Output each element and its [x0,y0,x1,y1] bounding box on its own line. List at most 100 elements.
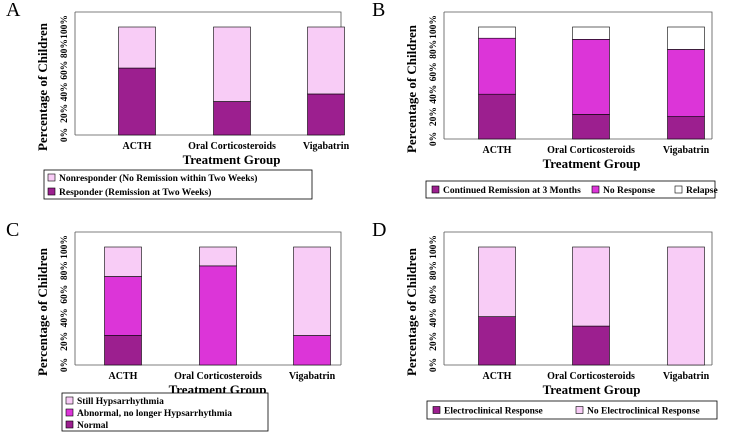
legend-swatch [431,185,440,194]
y-tick-label: 40% [429,85,439,104]
y-tick-label: 100% [60,15,70,39]
legend-swatch [674,185,683,194]
x-tick-label: Oral Corticosteroids [547,371,635,382]
y-axis-label: Percentage of Children [404,247,419,376]
bar-segment [667,246,705,366]
x-tick-label: Oral Corticosteroids [188,141,276,152]
legend-item: Electroclinical Response [432,406,543,417]
bar-segment [104,276,142,336]
x-tick-label: ACTH [483,371,512,382]
bar-segment [478,93,516,140]
legend-label: No Electroclinical Response [587,407,700,417]
legend-label: Relapse [686,186,718,196]
legend-label: Still Hypsarrhythmia [77,397,164,407]
y-tick-label: 100% [429,235,439,259]
legend-swatch [47,173,56,182]
plot-frame [75,231,342,365]
y-tick-label: 60% [429,62,439,81]
plot-frame [75,11,342,135]
legend: Continued Remission at 3 Months No Respon… [425,180,718,199]
x-tick-label: Vigabatrin [303,141,350,152]
plot-frame [444,11,713,139]
plot-frame [444,231,713,365]
x-tick-label: Vigabatrin [663,145,710,156]
y-tick-label: 100% [60,235,70,259]
legend-item: No Electroclinical Response [575,406,700,417]
legend-label: Abnormal, no longer Hypsarrhythmia [77,409,232,419]
panel-letter-c: C [6,219,19,241]
legend-label: Nonresponder (No Remission within Two We… [59,173,257,184]
legend-label: Continued Remission at 3 Months [443,186,581,196]
legend-item: Nonresponder (No Remission within Two We… [47,173,257,184]
y-tick-label: 20% [429,107,439,126]
legend-label: Responder (Remission at Two Weeks) [59,187,211,198]
legend-label: No Response [603,186,655,196]
panel-a: A 0% 20% 40% 60% 80%100% Percentage of Childre… [6,0,350,200]
legend: Electroclinical Response No Electroclinic… [426,400,718,420]
legend-swatch [591,185,600,194]
legend-swatch [65,396,74,405]
bar-segment [307,93,345,136]
y-tick-label: 80% [429,40,439,59]
bar-segment [118,26,156,69]
legend-item: Responder (Remission at Two Weeks) [47,187,211,198]
bar-segment [572,325,610,366]
y-tick-label: 0% [60,128,70,142]
y-tick-labels: 0%20%40%60%80%100% [60,235,70,372]
y-tick-label: 20% [60,104,70,123]
x-tick-label: Oral Corticosteroids [174,371,262,382]
legend: Nonresponder (No Remission within Two We… [43,169,313,200]
legend-box [425,180,716,199]
y-tick-label: 80% [60,261,70,280]
bar-segment [667,49,705,117]
y-tick-label: 100% [429,15,439,39]
legend: Still Hypsarrhythmia Abnormal, no longer … [61,392,269,432]
bar-segment [572,246,610,327]
legend-box [43,169,313,200]
legend-swatch [575,406,584,414]
legend-swatch [432,406,441,414]
legend-item: Abnormal, no longer Hypsarrhythmia [65,408,232,419]
bar-segment [199,265,237,366]
bar-segment [213,26,251,102]
legend-item: Relapse [674,185,718,196]
y-tick-labels: 0%20%40%60%80%100% [429,235,439,372]
bar-segment [478,316,516,366]
bar-segment [104,335,142,366]
y-axis-label: Percentage of Children [35,22,50,151]
x-tick-label: ACTH [123,141,152,152]
y-tick-labels: 0%20%40%60%80%100% [60,15,70,142]
bar-segment [293,335,331,366]
y-tick-label: 20% [429,332,439,351]
y-tick-labels: 0% 20% 40% 60% 80%100% [429,15,439,146]
y-tick-label: 20% [60,332,70,351]
panel-b: B 0% 20% 40% 60% 80%100% Percentage of Childre… [372,0,718,199]
bar-segment [118,67,156,136]
y-tick-label: 0% [429,132,439,146]
legend-label: Normal [77,421,108,431]
y-tick-label: 40% [60,82,70,101]
y-tick-label: 40% [429,308,439,327]
legend-swatch [47,187,56,196]
bar-segment [307,26,345,95]
legend-item: Still Hypsarrhythmia [65,396,164,407]
y-tick-label: 60% [60,61,70,80]
x-axis-label: Treatment Group [183,152,281,167]
bar-segment [213,101,251,136]
bar-segment [104,246,142,277]
x-tick-label: Vigabatrin [663,371,710,382]
bar-segment [478,26,516,39]
panel-letter-d: D [372,219,386,241]
legend-box [61,392,269,432]
legend-item: No Response [591,185,655,196]
legend-box [426,400,718,420]
x-axis-label: Treatment Group [543,156,641,171]
x-tick-label: ACTH [109,371,138,382]
legend-swatch [65,420,74,429]
x-tick-label: Oral Corticosteroids [547,145,635,156]
bar-segment [667,116,705,140]
y-axis-label: Percentage of Children [404,24,419,153]
y-tick-label: 0% [60,358,70,372]
legend-item: Continued Remission at 3 Months [431,185,581,196]
y-tick-label: 0% [429,358,439,372]
